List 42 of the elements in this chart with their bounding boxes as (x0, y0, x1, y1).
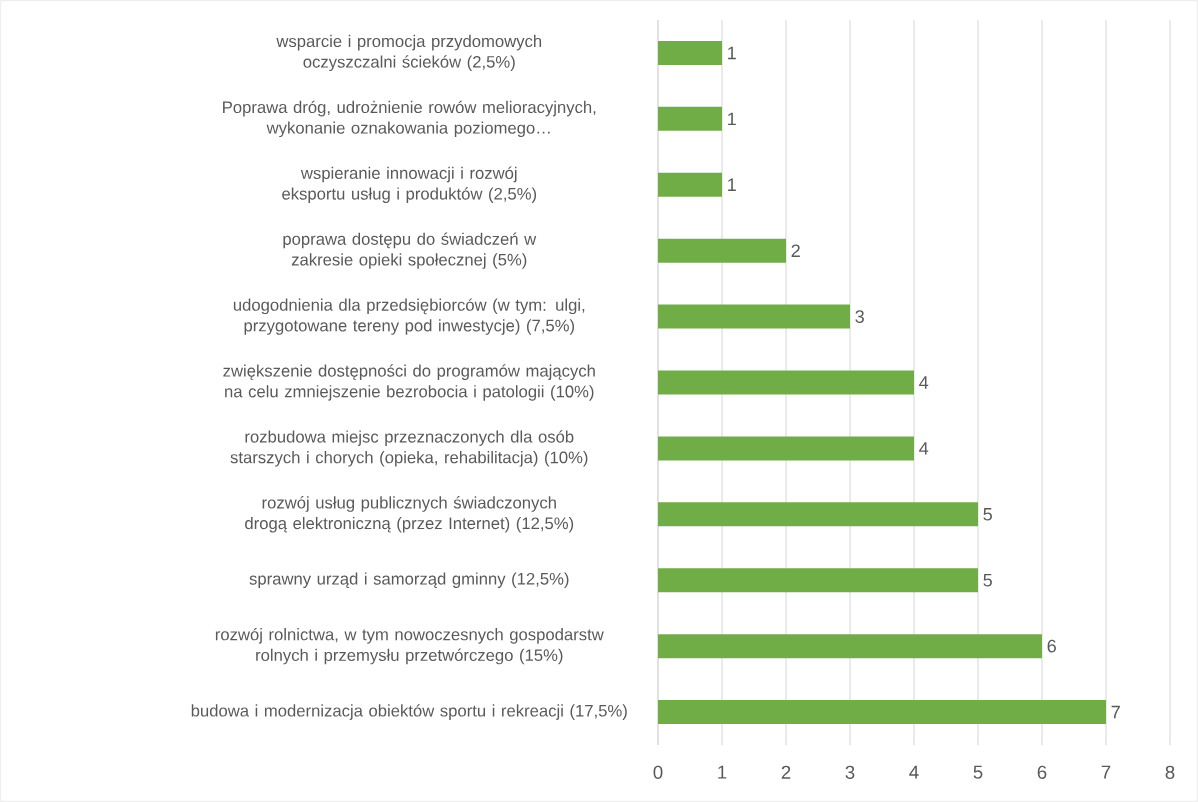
y-tick-label: rozbudowa miejsc przeznaczonych dla osób starszych i chorych (opieka, rehabilitacja) (10%) (230, 430, 588, 467)
x-tick-label: 1 (718, 765, 727, 779)
x-tick-label: 2 (781, 765, 791, 779)
bar (658, 502, 978, 527)
data-label: 3 (855, 310, 864, 323)
data-label: 5 (983, 573, 992, 587)
bar (658, 304, 850, 329)
bar (658, 370, 914, 395)
x-tick-label: 8 (1165, 765, 1175, 779)
x-tick-label: 5 (973, 765, 983, 779)
bar (658, 436, 914, 461)
data-label: 4 (919, 376, 929, 389)
data-label: 5 (983, 508, 992, 521)
y-tick-label: wspieranie innowacji i rozwój eksportu usług i produktów (2,5%) (282, 166, 537, 203)
x-tick-label: 0 (653, 765, 663, 779)
data-label: 6 (1047, 639, 1056, 653)
data-label: 1 (728, 178, 736, 191)
y-tick-label: zwiększenie dostępności do programów mających na celu zmniejszenie bezrobocia i patologii (10%) (223, 364, 595, 401)
data-label: 1 (728, 46, 736, 60)
data-label: 2 (791, 244, 800, 257)
y-tick-label: udogodnienia dla przedsiębiorców (w tym: ulgi, przygotowane tereny pod inwestycje) (7,5%) (233, 298, 585, 335)
y-tick-label: budowa i modernizacja obiektów sportu i rekreacji (17,5%) (191, 704, 627, 720)
x-tick-label: 3 (845, 765, 855, 779)
x-tick-label: 6 (1037, 765, 1047, 779)
y-tick-label: Poprawa dróg, udrożnienie rowów melioracyjnych, wykonanie oznakowania poziomego… (223, 100, 596, 138)
data-label: 1 (728, 112, 736, 126)
y-tick-label: rozwój rolnictwa, w tym nowoczesnych gospodarstw rolnych i przemysłu przetwórczego (15%) (215, 627, 604, 665)
bar (658, 172, 723, 197)
y-tick-label: rozwój usług publicznych świadczonych drogą elektroniczną (przez Internet) (12,5%) (245, 496, 574, 533)
data-label: 4 (919, 442, 929, 455)
x-tick-label: 7 (1101, 765, 1111, 779)
bar (658, 700, 1106, 725)
bar (658, 634, 1042, 659)
data-label: 7 (1111, 705, 1120, 719)
y-tick-label: sprawny urząd i samorząd gminny (12,5%) (249, 572, 569, 588)
bar (658, 40, 723, 65)
y-tick-label: wsparcie i promocja przydomowych oczyszczalni ścieków (2,5%) (276, 34, 542, 72)
bar (658, 238, 786, 263)
bar (658, 106, 723, 131)
x-tick-label: 4 (909, 765, 919, 779)
bar (658, 568, 978, 593)
y-tick-label: poprawa dostępu do świadczeń w zakresie opieki społecznej (5%) (283, 232, 537, 269)
